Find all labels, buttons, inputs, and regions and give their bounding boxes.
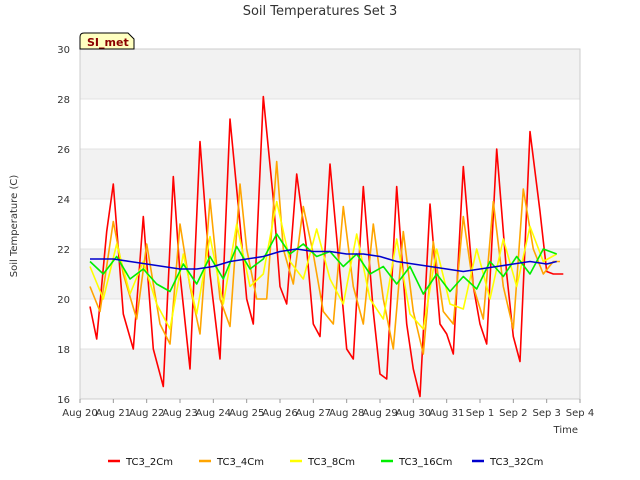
y-axis-ticks: 16 18 20 22 24 26 28 30	[57, 45, 70, 406]
y-tick-label: 16	[57, 395, 70, 406]
y-tick-label: 24	[57, 195, 70, 206]
x-tick-label: Aug 21	[96, 408, 131, 419]
background-bands	[80, 49, 580, 399]
legend-item-tc3_32cm: TC3_32Cm	[472, 457, 543, 468]
x-tick-label: Aug 25	[229, 408, 264, 419]
series-line-tc3_4cm	[89, 160, 560, 355]
series-line-tc3_16cm	[89, 233, 557, 295]
x-tick-label: Aug 24	[196, 408, 231, 419]
site-badge: SI_met	[79, 32, 135, 50]
x-tick-label: Aug 28	[329, 408, 364, 419]
legend: TC3_2Cm TC3_4Cm TC3_8Cm TC3_16Cm TC3_32Cm	[108, 457, 543, 468]
site-badge-label: SI_met	[87, 36, 129, 49]
x-axis-label: Time	[553, 425, 578, 436]
x-tick-label: Sep 2	[499, 408, 527, 419]
x-tick-label: Aug 22	[129, 408, 164, 419]
site-badge-shape	[79, 32, 135, 50]
y-tick-label: 20	[57, 295, 70, 306]
series-lines	[89, 95, 564, 398]
x-tick-label: Sep 4	[566, 408, 594, 419]
x-tick-label: Sep 3	[532, 408, 560, 419]
legend-label: TC3_2Cm	[125, 457, 173, 468]
legend-label: TC3_4Cm	[216, 457, 264, 468]
y-tick-label: 26	[57, 145, 70, 156]
background-band-1	[80, 249, 580, 299]
legend-item-tc3_16cm: TC3_16Cm	[381, 457, 452, 468]
series-line-tc3_2cm	[89, 95, 564, 398]
x-tick-label: Aug 26	[262, 408, 297, 419]
legend-item-tc3_8cm: TC3_8Cm	[290, 457, 355, 468]
grid-lines	[80, 48, 580, 400]
x-tick-label: Aug 31	[429, 408, 464, 419]
legend-item-tc3_4cm: TC3_4Cm	[199, 457, 264, 468]
plot-frame	[79, 48, 581, 400]
background-band-3	[80, 49, 580, 99]
x-tick-label: Aug 23	[162, 408, 197, 419]
x-tick-label: Aug 30	[396, 408, 431, 419]
y-tick-label: 22	[57, 245, 70, 256]
x-tick-label: Aug 27	[296, 408, 331, 419]
x-tick-label: Aug 20	[62, 408, 97, 419]
legend-label: TC3_16Cm	[398, 457, 452, 468]
x-tick-label: Aug 29	[362, 408, 397, 419]
y-tick-label: 30	[57, 45, 70, 56]
y-axis-label: Soil Temperature (C)	[9, 175, 20, 278]
y-tick-label: 18	[57, 345, 70, 356]
x-tick-label: Sep 1	[466, 408, 494, 419]
legend-item-tc3_2cm: TC3_2Cm	[108, 457, 173, 468]
y-tick-label: 28	[57, 95, 70, 106]
legend-label: TC3_8Cm	[307, 457, 355, 468]
chart-title: Soil Temperatures Set 3	[243, 4, 398, 19]
legend-label: TC3_32Cm	[489, 457, 543, 468]
series-line-tc3_32cm	[90, 248, 557, 273]
